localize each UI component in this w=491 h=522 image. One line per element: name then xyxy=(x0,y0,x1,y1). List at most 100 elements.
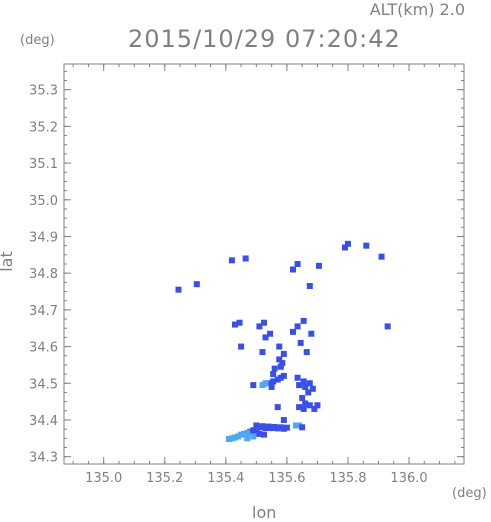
data-point xyxy=(265,423,272,430)
data-point xyxy=(296,382,303,389)
altitude-label: ALT(km) 2.0 xyxy=(369,0,465,19)
x-tick-label: 135.4 xyxy=(207,471,244,486)
data-point xyxy=(244,435,251,442)
data-point xyxy=(294,374,301,381)
data-point xyxy=(277,363,284,370)
data-point xyxy=(280,425,287,432)
data-point xyxy=(280,350,287,357)
x-tick-label: 136.0 xyxy=(390,471,427,486)
data-point xyxy=(238,343,245,350)
data-point xyxy=(276,343,283,350)
data-point xyxy=(277,424,284,431)
y-tick-label: 34.9 xyxy=(29,230,58,245)
data-point xyxy=(277,374,284,381)
data-point xyxy=(256,424,263,431)
data-point xyxy=(193,281,200,288)
y-tick-label: 34.7 xyxy=(29,304,58,319)
data-point xyxy=(280,372,287,379)
data-point xyxy=(262,334,269,341)
plot-frame xyxy=(63,63,465,465)
x-tick-label: 135.0 xyxy=(85,471,122,486)
x-tick-label: 135.6 xyxy=(268,471,305,486)
data-point xyxy=(261,319,267,326)
x-tick-label: 135.2 xyxy=(146,471,183,486)
data-point xyxy=(235,433,242,440)
data-point xyxy=(302,383,309,390)
y-tick-label: 35.3 xyxy=(29,84,58,99)
data-point xyxy=(294,323,301,330)
chart-title: 2015/10/29 07:20:42 xyxy=(128,25,401,53)
data-point xyxy=(265,380,272,387)
data-point xyxy=(247,428,254,435)
data-point xyxy=(341,244,348,251)
data-point xyxy=(259,349,266,356)
data-point xyxy=(279,360,286,367)
data-point xyxy=(271,423,278,430)
data-point xyxy=(228,435,235,442)
data-point xyxy=(256,323,263,330)
data-point xyxy=(271,365,278,372)
x-axis-unit: (deg) xyxy=(452,486,487,501)
data-point xyxy=(231,321,238,328)
x-tick-label: 135.8 xyxy=(329,471,366,486)
data-point xyxy=(259,382,266,389)
data-point xyxy=(296,422,303,429)
data-points xyxy=(175,240,391,443)
data-point xyxy=(261,431,267,438)
data-point xyxy=(303,349,310,356)
data-point xyxy=(311,405,318,412)
data-point xyxy=(274,425,281,432)
data-point xyxy=(305,389,312,396)
data-point xyxy=(244,429,251,436)
data-point xyxy=(268,425,275,432)
data-point xyxy=(314,402,321,409)
data-point xyxy=(306,402,313,409)
data-point xyxy=(344,240,351,247)
data-point xyxy=(253,422,260,429)
data-point xyxy=(290,328,297,335)
y-tick-label: 35.0 xyxy=(29,194,58,209)
data-point xyxy=(256,430,263,437)
data-point xyxy=(297,339,304,346)
data-point xyxy=(250,433,257,440)
x-axis-label: lon xyxy=(252,503,277,522)
y-tick-label: 34.8 xyxy=(29,267,58,282)
data-point xyxy=(306,380,313,387)
data-point xyxy=(293,422,300,429)
data-point xyxy=(231,434,238,441)
data-point xyxy=(378,253,385,260)
data-point xyxy=(241,430,248,437)
y-tick-label: 34.3 xyxy=(29,451,58,466)
y-tick-label: 35.1 xyxy=(29,157,58,172)
data-point xyxy=(384,323,391,330)
data-point xyxy=(308,330,315,337)
data-point xyxy=(262,380,269,387)
data-point xyxy=(236,319,243,326)
data-point xyxy=(309,385,316,392)
data-point xyxy=(290,266,297,273)
data-point xyxy=(225,436,232,443)
data-point xyxy=(274,376,281,383)
data-point xyxy=(283,424,290,431)
data-point xyxy=(274,404,281,411)
y-tick-label: 34.6 xyxy=(29,341,58,356)
data-point xyxy=(300,317,307,324)
y-tick-label: 34.5 xyxy=(29,377,58,392)
data-point xyxy=(300,378,307,385)
data-point xyxy=(270,371,277,378)
data-point xyxy=(238,431,245,438)
data-point xyxy=(302,400,309,407)
data-point xyxy=(242,255,249,262)
data-point xyxy=(299,424,306,431)
data-point xyxy=(250,382,257,389)
data-point xyxy=(299,394,306,401)
x-axis-ticks: 135.0 135.2 135.4 135.6 135.8 136.0 xyxy=(72,64,456,486)
data-point xyxy=(296,404,303,411)
data-point xyxy=(250,427,257,434)
data-point xyxy=(276,356,283,363)
data-point xyxy=(315,262,322,269)
y-axis-ticks: 34.3 34.4 34.5 34.6 34.7 34.8 34.9 35.0 35.1 35.2… xyxy=(29,70,464,466)
data-point xyxy=(259,423,266,430)
data-point xyxy=(280,416,287,423)
